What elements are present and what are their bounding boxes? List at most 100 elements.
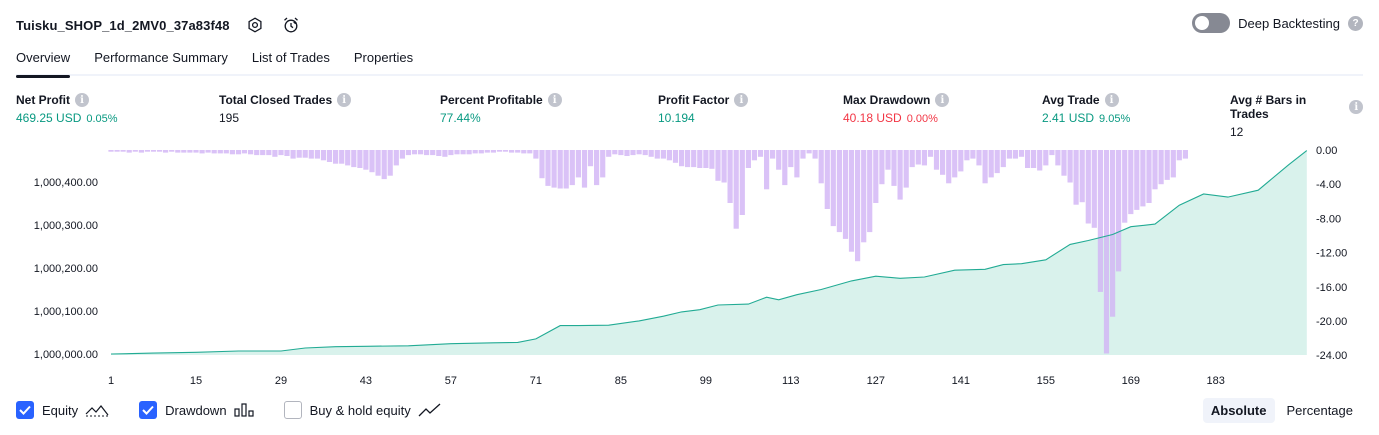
drawdown-bar [308,150,314,159]
drawdown-bar [126,150,132,153]
stat-label: Profit Factor [658,93,730,107]
drawdown-bar [539,150,545,179]
deep-backtesting-toggle[interactable] [1192,13,1231,33]
info-icon[interactable]: i [547,93,562,107]
absolute-button[interactable]: Absolute [1202,398,1275,423]
drawdown-bar [296,150,302,158]
info-icon[interactable]: i [1104,93,1119,107]
drawdown-bar [272,150,278,157]
checkbox-unchecked-icon[interactable] [283,401,302,419]
drawdown-bar [345,150,351,166]
drawdown-bar [363,150,369,170]
drawdown-bar [897,150,903,200]
drawdown-bar [861,150,867,243]
checkbox-checked-icon[interactable] [139,401,158,419]
drawdown-bar [1091,150,1097,228]
tab-overview[interactable]: Overview [16,48,71,78]
tab-properties[interactable]: Properties [353,50,414,65]
drawdown-bar [138,150,144,153]
drawdown-bar [1043,150,1049,166]
drawdown-bar [721,150,727,183]
info-icon[interactable]: i [1349,100,1363,114]
drawdown-bar [691,150,697,168]
drawdown-bar [982,150,988,184]
settings-icon[interactable] [244,14,266,36]
drawdown-bar [436,150,442,156]
drawdown-bar [393,150,399,166]
stat-value: 77.44% [440,111,481,125]
equity-drawdown-chart[interactable]: 1,000,000.00 1,000,100.00 1,000,200.00 1,00… [0,138,1379,390]
x-axis-tick-label: 71 [530,375,542,387]
drawdown-bar [909,150,915,168]
drawdown-bar [1116,150,1122,272]
drawdown-bar [235,150,242,155]
drawdown-bar [472,150,478,154]
drawdown-bar [800,150,806,159]
strategy-header: Tuisku_SHOP_1d_2MV0_37a83f48 [16,14,302,36]
right-axis-tick-label: -8.00 [1316,213,1341,225]
right-axis-tick-label: -12.00 [1316,248,1347,260]
drawdown-bar [1012,150,1018,159]
tab-list-of-trades[interactable]: List of Trades [251,50,330,65]
x-axis-tick-label: 29 [275,375,287,387]
stat-value: 195 [219,111,240,125]
drawdown-bar [976,150,982,166]
drawdown-bar [418,150,424,155]
drawdown-bar [490,150,496,153]
drawdown-bar [952,150,958,178]
legend-equity[interactable]: Equity [16,401,109,419]
drawdown-bar [229,150,235,155]
right-axis-tick-label: -20.00 [1316,316,1347,328]
legend-drawdown-label: Drawdown [165,402,227,418]
drawdown-bar [1055,150,1061,166]
info-icon[interactable]: i [935,93,950,107]
alarm-clock-icon[interactable] [280,14,302,36]
deep-backtesting: Deep Backtesting ? [1192,13,1363,33]
drawdown-bar [1000,150,1006,168]
right-axis-tick-label: -4.00 [1316,179,1341,191]
drawdown-bar [994,150,1000,174]
drawdown-bar [278,150,284,156]
help-icon[interactable]: ? [1348,15,1363,31]
percentage-button[interactable]: Percentage [1286,403,1354,418]
x-axis-tick-label: 57 [445,375,457,387]
drawdown-bar [533,150,539,159]
drawdown-bar [575,150,581,178]
drawdown-bar [885,150,891,170]
drawdown-bar [672,150,679,163]
drawdown-bar [970,150,976,159]
info-icon[interactable]: i [75,93,89,107]
legend-drawdown[interactable]: Drawdown [139,401,254,419]
drawdown-bar [1170,150,1176,178]
drawdown-bar [666,150,672,161]
drawdown-bar [314,150,320,159]
drawdown-bar [1122,150,1128,223]
drawdown-bar [1110,150,1116,317]
left-axis-tick-label: 1,000,300.00 [34,220,98,232]
tab-performance-summary[interactable]: Performance Summary [94,50,228,65]
drawdown-bar [399,150,405,159]
drawdown-bar [988,150,994,178]
stat-percent: 0.05% [86,113,118,125]
drawdown-bar [1037,150,1043,171]
drawdown-bar [205,150,211,153]
drawdown-bar [254,150,260,156]
stat-net-profit: Net Profit i 469.25 USD 0.05% [16,93,118,125]
drawdown-bar [284,150,290,156]
drawdown-bar [788,150,794,168]
strategy-title: Tuisku_SHOP_1d_2MV0_37a83f48 [16,17,230,33]
drawdown-bar [150,150,157,152]
drawdown-bar [824,150,830,209]
scale-switch: Absolute Percentage [1202,398,1361,423]
drawdown-bar [806,150,812,154]
drawdown-bar [411,150,418,155]
info-icon[interactable]: i [337,93,352,107]
checkbox-checked-icon[interactable] [16,401,34,419]
drawdown-bar [873,150,879,203]
left-axis-tick-label: 1,000,100.00 [34,306,98,318]
stat-label: Net Profit [16,93,70,107]
info-icon[interactable]: i [734,93,749,107]
stat-percent: 0.00% [906,113,938,125]
stat-label: Avg Trade [1042,93,1100,107]
legend-buy-hold[interactable]: Buy & hold equity [283,401,442,419]
